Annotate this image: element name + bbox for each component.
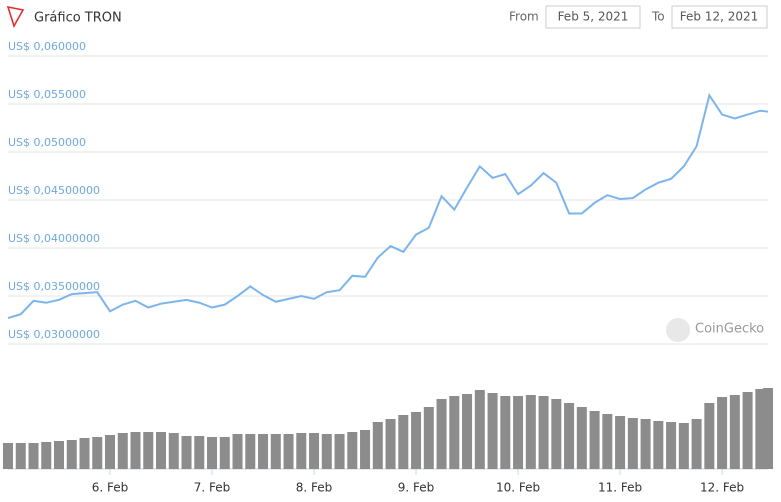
volume-bar (54, 441, 65, 469)
x-tick-label: 10. Feb (496, 481, 540, 495)
x-tick-label: 7. Feb (194, 481, 231, 495)
volume-bar (411, 412, 422, 469)
volume-bar (385, 419, 396, 469)
volume-bar (194, 436, 205, 469)
volume-bar (28, 443, 39, 469)
volume-bar (449, 396, 460, 469)
x-tick-label: 9. Feb (398, 481, 435, 495)
volume-bar (360, 430, 371, 469)
volume-bar (500, 396, 511, 469)
volume-bar (398, 415, 409, 469)
from-input[interactable] (545, 5, 641, 29)
y-tick-label: US$ 0,04000000 (8, 232, 100, 245)
volume-bar (474, 390, 485, 469)
x-tick-label: 8. Feb (296, 481, 333, 495)
volume-bar (258, 434, 269, 469)
volume-bar (181, 436, 192, 469)
watermark-logo (666, 318, 690, 342)
volume-bar (513, 396, 524, 469)
y-tick-label: US$ 0,03000000 (8, 328, 100, 341)
volume-bar (653, 421, 664, 469)
volume-bar (41, 442, 52, 469)
volume-bar (66, 440, 77, 469)
price-line (7, 92, 769, 320)
volume-bar (436, 399, 447, 469)
volume-bar (15, 443, 26, 469)
volume-bar (372, 422, 383, 469)
volume-bar (334, 434, 345, 469)
to-input[interactable] (671, 5, 768, 29)
volume-bar (487, 393, 498, 469)
volume-bar (666, 422, 677, 469)
volume-bar (3, 443, 13, 469)
volume-bar (704, 403, 715, 469)
x-tick-label: 12. Feb (700, 481, 744, 495)
volume-bar (602, 414, 613, 469)
to-date[interactable]: Feb 12, 2021 (680, 10, 759, 24)
to-label: To (651, 10, 665, 24)
volume-bar (245, 434, 256, 469)
volume-bar (576, 407, 587, 469)
volume-bar (309, 433, 320, 469)
volume-bar (92, 437, 103, 469)
from-date[interactable]: Feb 5, 2021 (558, 10, 629, 24)
volume-bar (105, 435, 116, 469)
volume-bar (207, 437, 218, 469)
volume-bar (729, 395, 740, 469)
volume-bar (755, 389, 766, 469)
volume-bar (462, 394, 473, 469)
volume-bar (79, 438, 90, 469)
volume-bar (347, 432, 358, 469)
volume-bar (117, 433, 128, 469)
volume-bar (168, 433, 179, 469)
volume-bar (678, 423, 689, 469)
y-tick-label: US$ 0,04500000 (8, 184, 100, 197)
tron-logo (6, 5, 25, 29)
y-tick-label: US$ 0,055000 (8, 88, 86, 101)
y-tick-label: US$ 0,03500000 (8, 280, 100, 293)
volume-bar (742, 392, 753, 469)
volume-bar (156, 432, 167, 469)
volume-bar (219, 437, 230, 469)
volume-bar (423, 407, 434, 469)
chart-title: Gráfico TRON (34, 11, 122, 26)
volume-bar (589, 411, 600, 469)
from-label: From (509, 10, 539, 24)
volume-bar (283, 434, 294, 469)
watermark: CoinGecko (695, 322, 764, 337)
volume-bar (763, 388, 773, 469)
volume-bar (296, 433, 307, 469)
x-tick-label: 11. Feb (598, 481, 642, 495)
volume-bar (691, 419, 702, 469)
volume-bar (627, 418, 638, 469)
y-tick-label: US$ 0,050000 (8, 136, 86, 149)
volume-bar (321, 434, 332, 469)
x-tick-label: 6. Feb (92, 481, 129, 495)
volume-bar (270, 434, 281, 469)
volume-bar (525, 395, 536, 469)
volume-bar (143, 432, 154, 469)
volume-bar (564, 403, 575, 469)
volume-bar (640, 419, 651, 469)
volume-bar (615, 416, 626, 469)
volume-bar (717, 397, 728, 469)
volume-bar (130, 432, 141, 469)
volume-bar (538, 396, 549, 469)
volume-bar (232, 434, 243, 469)
y-tick-label: US$ 0,060000 (8, 40, 86, 53)
volume-bar (551, 399, 562, 469)
